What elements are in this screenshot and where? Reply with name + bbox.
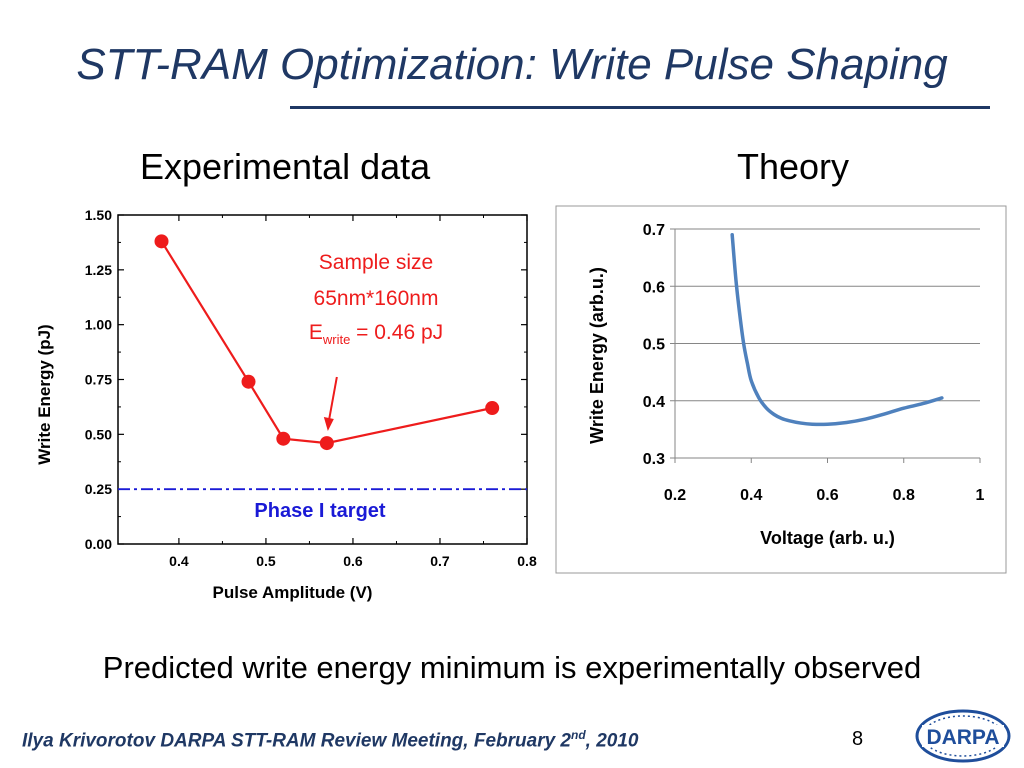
chart-border bbox=[555, 205, 1007, 574]
phase-target-label: Phase I target bbox=[254, 500, 386, 522]
annotation-arrow-shaft bbox=[327, 376, 338, 422]
slide-title: STT-RAM Optimization: Write Pulse Shapin… bbox=[76, 40, 948, 89]
y-tick-label: 0.5 bbox=[643, 337, 665, 354]
y-tick-label: 0.3 bbox=[643, 451, 665, 468]
y-tick-label: 0.25 bbox=[85, 481, 112, 497]
x-tick-label: 0.5 bbox=[256, 553, 276, 569]
annotation-energy-value: = 0.46 pJ bbox=[350, 321, 443, 344]
y-tick-label: 0.7 bbox=[643, 222, 665, 239]
theory-chart: 0.3 0.4 0.5 0.6 0.7 0.2 0.4 0.6 0.8 1 Voltage (arb… bbox=[555, 205, 1007, 574]
y-tick-label: 0.75 bbox=[85, 372, 112, 388]
data-point bbox=[319, 436, 334, 451]
title-underline bbox=[290, 106, 990, 109]
footer-superscript: nd bbox=[571, 728, 586, 742]
y-tick-label: 1.25 bbox=[85, 262, 112, 278]
y-tick-label: 1.00 bbox=[85, 317, 112, 333]
x-tick-label: 0.4 bbox=[169, 553, 189, 569]
y-axis-label: Write Energy (arb.u.) bbox=[587, 267, 607, 444]
data-point bbox=[276, 431, 291, 446]
y-tick-label: 0.6 bbox=[643, 279, 665, 296]
logo-text: DARPA bbox=[926, 726, 999, 749]
footer-text: Ilya Krivorotov DARPA STT-RAM Review Mee… bbox=[22, 730, 571, 752]
x-axis-label: Voltage (arb. u.) bbox=[760, 528, 895, 548]
x-tick-label: 0.8 bbox=[517, 553, 537, 569]
x-tick-label: 0.7 bbox=[430, 553, 450, 569]
data-point bbox=[154, 234, 169, 249]
darpa-logo: DARPA bbox=[915, 709, 1011, 763]
annotation-line-3: Ewrite = 0.46 pJ bbox=[309, 321, 443, 347]
y-tick-label: 0.50 bbox=[85, 426, 112, 442]
right-heading: Theory bbox=[737, 146, 850, 187]
x-tick-label: 0.2 bbox=[664, 487, 686, 504]
x-tick-label: 0.6 bbox=[816, 487, 838, 504]
left-heading: Experimental data bbox=[140, 146, 431, 187]
y-tick-label: 1.50 bbox=[85, 207, 112, 223]
x-tick-label: 0.4 bbox=[740, 487, 762, 504]
x-tick-label: 0.6 bbox=[343, 553, 363, 569]
annotation-line-1: Sample size bbox=[319, 251, 433, 274]
theory-series-line bbox=[730, 232, 944, 427]
x-axis-label: Pulse Amplitude (V) bbox=[213, 583, 373, 602]
y-tick-label: 0.4 bbox=[643, 394, 665, 411]
annotation-energy-subscript: write bbox=[322, 332, 350, 347]
data-point bbox=[241, 374, 256, 389]
annotation-energy-symbol: E bbox=[309, 321, 323, 344]
footer-credit: Ilya Krivorotov DARPA STT-RAM Review Mee… bbox=[22, 728, 639, 752]
annotation-line-2: 65nm*160nm bbox=[314, 287, 439, 310]
footer-year: , 2010 bbox=[585, 730, 639, 752]
annotation-arrow-head bbox=[323, 417, 334, 431]
y-tick-label: 0.00 bbox=[85, 536, 112, 552]
page-number: 8 bbox=[852, 728, 864, 750]
experimental-chart: 0.00 0.25 0.50 0.75 1.00 1.25 1.50 0.4 0.5 0.6 0.7… bbox=[35, 207, 537, 602]
x-tick-label: 1 bbox=[976, 487, 985, 504]
x-tick-label: 0.8 bbox=[893, 487, 915, 504]
data-point bbox=[485, 401, 500, 416]
y-axis-label: Write Energy (pJ) bbox=[35, 324, 54, 464]
slide-caption: Predicted write energy minimum is experi… bbox=[102, 650, 922, 685]
